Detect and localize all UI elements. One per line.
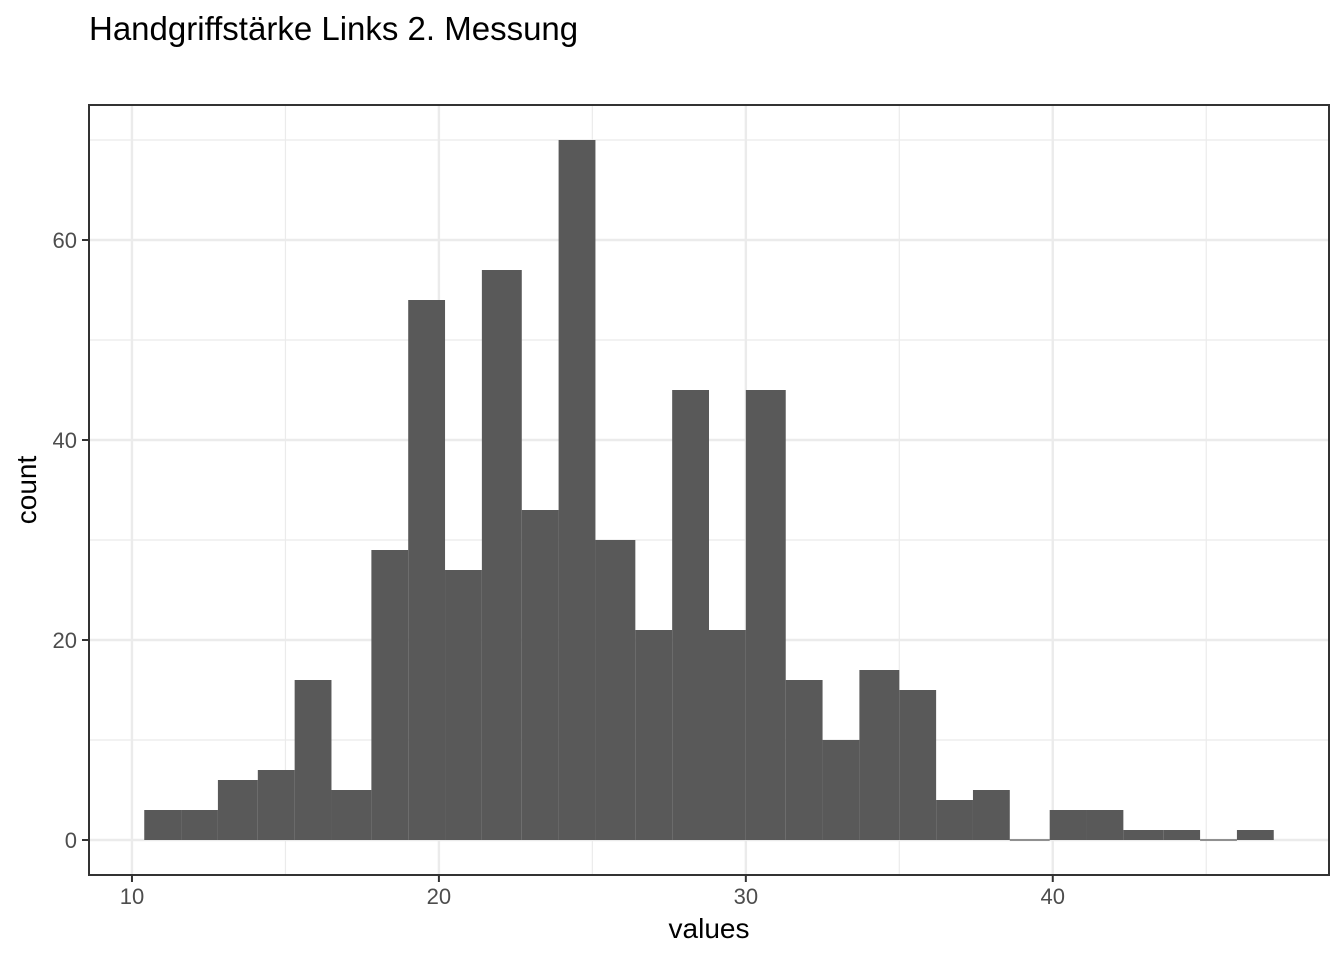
histogram-bar	[1163, 830, 1201, 840]
histogram-bar	[1236, 830, 1274, 840]
histogram-bar	[936, 800, 973, 840]
histogram-bar	[521, 510, 559, 840]
y-tick-label: 20	[53, 628, 77, 653]
y-axis-ticks: 0 20 40 60	[53, 228, 89, 853]
histogram-bar	[672, 390, 709, 840]
y-tick-label: 0	[65, 828, 77, 853]
histogram-bar	[1049, 810, 1087, 840]
y-tick-label: 60	[53, 228, 77, 253]
x-tick-label: 20	[427, 884, 451, 909]
histogram-bar	[371, 550, 409, 840]
x-tick-label: 40	[1041, 884, 1065, 909]
histogram-bar	[595, 540, 636, 840]
histogram-bars	[144, 140, 1274, 841]
histogram-bar	[408, 300, 446, 840]
x-tick-label: 30	[734, 884, 758, 909]
histogram-bar	[181, 810, 218, 840]
histogram-bar	[257, 770, 295, 840]
plot-panel-border	[88, 104, 1330, 876]
histogram-bar	[709, 630, 746, 840]
histogram-bar	[822, 740, 860, 840]
y-tick-label: 40	[53, 428, 77, 453]
histogram-bar	[899, 690, 937, 840]
histogram-bar	[445, 570, 482, 840]
histogram-bar	[558, 140, 596, 840]
histogram-bar	[635, 630, 673, 840]
histogram-bar	[859, 670, 900, 840]
histogram-bar	[331, 790, 372, 840]
x-axis-ticks: 10 20 30 40	[120, 875, 1065, 909]
y-axis-title: count	[11, 456, 42, 525]
x-axis-title: values	[669, 913, 750, 944]
histogram-bar	[972, 790, 1010, 840]
histogram-bar	[1086, 810, 1124, 840]
histogram-bar	[294, 680, 332, 840]
histogram-bar	[217, 780, 258, 840]
histogram-bar	[1123, 830, 1164, 840]
x-tick-label: 10	[120, 884, 144, 909]
histogram-bar	[745, 390, 786, 840]
histogram-bar	[144, 810, 182, 840]
histogram-bar	[481, 270, 522, 840]
chart-title: Handgriffstärke Links 2. Messung	[89, 10, 578, 47]
histogram-bar	[785, 680, 823, 840]
